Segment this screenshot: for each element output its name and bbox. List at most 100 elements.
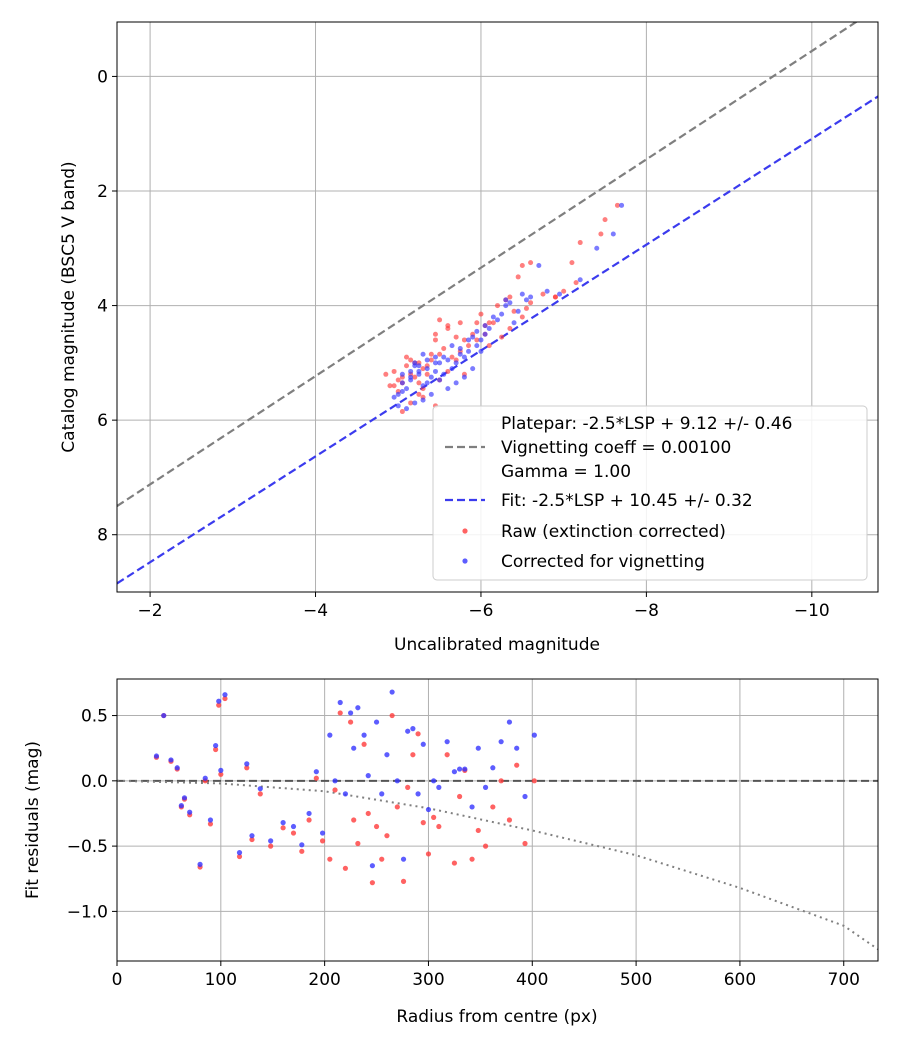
raw-point [387, 383, 393, 389]
corrected-residual-point [444, 739, 450, 745]
raw-point [404, 354, 410, 360]
corrected-point [399, 371, 405, 377]
x-tick-label: 600 [724, 970, 756, 990]
top-plot-area [117, 22, 878, 585]
raw-point [432, 331, 438, 337]
corrected-residual-point [268, 838, 274, 844]
raw-point [416, 380, 422, 386]
corrected-residual-point [482, 784, 489, 790]
raw-residual-point [290, 830, 297, 836]
corrected-point [441, 371, 447, 377]
corrected-residual-point [498, 739, 504, 745]
fit-line [117, 95, 878, 585]
corrected-residual-point [379, 791, 385, 797]
legend-platepar-label: Platepar: -2.5*LSP + 9.12 +/- 0.46 [501, 414, 792, 434]
raw-point [383, 371, 389, 377]
raw-point [408, 400, 414, 406]
raw-residual-point [236, 853, 243, 860]
corrected-point [428, 374, 434, 380]
corrected-residual-point [469, 804, 475, 810]
y-tick-label: 8 [97, 526, 108, 546]
raw-point [515, 274, 521, 280]
legend-raw-label: Raw (extinction corrected) [501, 522, 726, 542]
raw-residual-point [444, 752, 450, 758]
raw-point [507, 325, 513, 331]
raw-point [437, 317, 443, 323]
corrected-point [453, 380, 459, 386]
raw-point [449, 354, 455, 360]
corrected-point [466, 337, 472, 343]
raw-residual-point [355, 840, 361, 847]
corrected-residual-point [425, 806, 432, 813]
y-tick-label: 4 [97, 297, 108, 317]
legend-corrected-marker [462, 558, 468, 564]
corrected-point [470, 366, 476, 372]
raw-residual-point [373, 823, 380, 830]
y-tick-label: 2 [97, 182, 108, 202]
raw-residual-point [420, 820, 426, 826]
corrected-residual-point [306, 810, 312, 817]
bottom-x-axis-label: Radius from centre (px) [396, 1007, 597, 1027]
corrected-residual-point [384, 752, 390, 758]
corrected-point [441, 354, 447, 360]
corrected-point [466, 348, 472, 354]
raw-point [511, 308, 517, 314]
corrected-residual-point [462, 766, 468, 772]
raw-point [614, 202, 620, 208]
raw-residual-point [405, 784, 411, 790]
corrected-residual-point [369, 863, 375, 869]
x-tick-label: −10 [794, 601, 830, 621]
raw-point [602, 217, 608, 223]
corrected-point [610, 231, 616, 237]
corrected-point [474, 328, 480, 334]
y-tick-label: 0.5 [81, 707, 108, 727]
raw-point [569, 260, 575, 266]
corrected-point [515, 308, 521, 314]
corrected-point [499, 311, 505, 317]
corrected-residual-point [280, 820, 286, 826]
corrected-residual-point [410, 726, 416, 732]
corrected-residual-point [514, 745, 520, 751]
corrected-residual-point [313, 769, 319, 775]
raw-point [507, 294, 513, 300]
corrected-residual-point [290, 823, 297, 830]
corrected-residual-point [522, 793, 528, 800]
raw-residual-point [522, 840, 528, 847]
corrected-point [536, 262, 542, 268]
raw-point [490, 320, 496, 326]
corrected-residual-point [202, 775, 208, 781]
corrected-point [577, 277, 583, 283]
raw-point [519, 314, 525, 320]
raw-point [441, 346, 447, 352]
raw-residual-point [249, 836, 255, 843]
raw-point [466, 343, 472, 349]
corrected-residual-point [197, 861, 203, 867]
x-tick-label: 700 [828, 970, 860, 990]
corrected-residual-point [161, 712, 167, 719]
raw-point [523, 305, 529, 311]
raw-residual-point [425, 851, 432, 857]
y-tick-label: −0.5 [67, 837, 108, 857]
raw-residual-point [313, 775, 319, 781]
corrected-residual-point [361, 732, 367, 738]
x-tick-label: 300 [412, 970, 444, 990]
corrected-point [528, 294, 534, 300]
x-tick-label: 200 [308, 970, 340, 990]
corrected-point [404, 386, 410, 392]
raw-residual-point [319, 838, 326, 844]
corrected-point [424, 380, 430, 386]
y-tick-label: 0.0 [81, 772, 108, 792]
raw-point [577, 240, 583, 246]
raw-point [391, 383, 397, 389]
raw-point [399, 409, 405, 415]
raw-residual-point [361, 741, 367, 747]
top-x-ticks: −2 −4 −6 −8 −10 [138, 592, 830, 621]
corrected-residual-point [490, 765, 496, 771]
corrected-residual-point [531, 732, 537, 738]
raw-residual-point [327, 856, 333, 862]
raw-residual-point [332, 787, 338, 793]
corrected-point [470, 334, 476, 340]
raw-residual-point [268, 843, 274, 849]
corrected-point [523, 297, 529, 303]
